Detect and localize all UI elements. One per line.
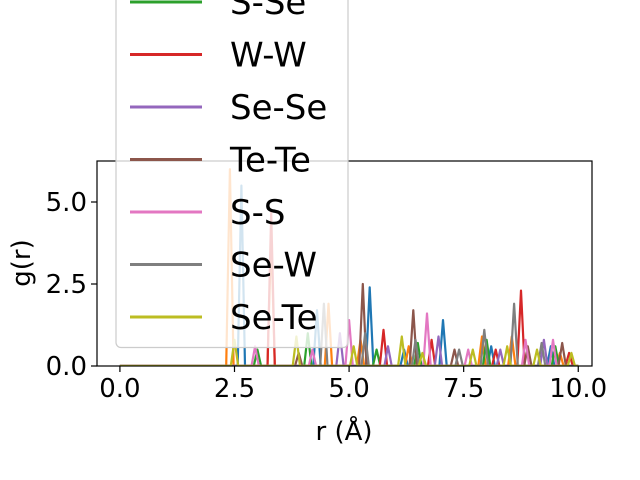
legend-label: S-S	[230, 193, 285, 233]
legend-label: Se-W	[230, 246, 317, 286]
x-tick-label: 5.0	[328, 374, 369, 404]
axes: 0.0 2.5 5.0 7.5 10.0 0.0 2.5 5.0	[46, 188, 608, 404]
x-axis-title: r (Å)	[315, 415, 372, 447]
legend-label: Se-Se	[230, 88, 327, 128]
legend-label: W-W	[230, 36, 307, 76]
series-line-se-se	[119, 332, 579, 366]
x-tick-label: 2.5	[214, 374, 255, 404]
x-tick-label: 7.5	[443, 374, 484, 404]
x-tick-label: 10.0	[549, 374, 607, 404]
legend-label: S-Se	[230, 0, 306, 23]
series-line-s-s	[119, 312, 579, 366]
y-axis-title: g(r)	[7, 239, 37, 286]
legend-box	[115, 0, 349, 349]
y-tick-label: 2.5	[46, 270, 87, 300]
y-tick-label: 0.0	[46, 352, 87, 382]
legend: S-Se W-W Se-Se Te-Te S-S Se-W Se-Te	[115, 0, 349, 349]
series-line-se-w	[119, 302, 579, 366]
legend-label: Te-Te	[229, 141, 311, 181]
x-tick-label: 0.0	[99, 374, 140, 404]
y-tick-label: 5.0	[46, 188, 87, 218]
legend-label: Se-Te	[230, 298, 318, 338]
